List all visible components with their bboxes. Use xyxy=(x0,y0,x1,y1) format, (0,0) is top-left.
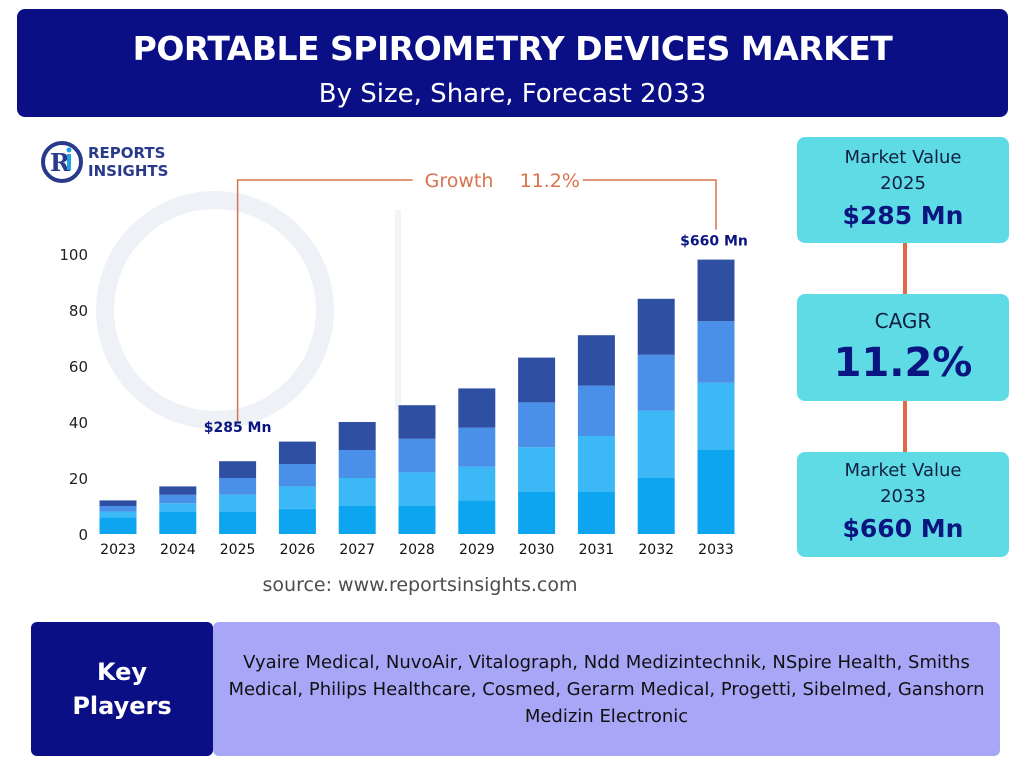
bar-segment xyxy=(697,259,735,322)
bar-segment xyxy=(398,405,436,439)
growth-label: Growth xyxy=(425,170,494,192)
card-connector xyxy=(903,401,907,452)
x-tick-label: 2026 xyxy=(280,542,316,558)
card-connector xyxy=(903,243,907,294)
bar-segment xyxy=(278,464,316,487)
svg-text:R: R xyxy=(50,148,71,177)
bar-segment xyxy=(518,447,556,492)
y-tick-label: 60 xyxy=(69,358,88,376)
bar-segment xyxy=(697,450,735,534)
end-value-label: $660 Mn xyxy=(680,234,748,250)
card-label: Market Value 2025 xyxy=(844,147,962,194)
logo-text-reports: REPORTS xyxy=(88,144,166,162)
bar-segment xyxy=(518,402,556,448)
key-players-title: Key Players xyxy=(72,658,172,720)
y-tick-label: 0 xyxy=(78,526,88,544)
x-tick-label: 2033 xyxy=(698,542,734,558)
key-players-text: Vyaire Medical, NuvoAir, Vitalograph, Nd… xyxy=(228,651,985,727)
bar-segment xyxy=(159,503,197,512)
x-tick-label: 2028 xyxy=(399,542,435,558)
market-bar-chart: 0 20 40 60 80 100 2023 2024 2025 2026 2027 2028 2029… xyxy=(59,170,748,558)
watermark-logo xyxy=(96,191,401,429)
x-tick-label: 2032 xyxy=(638,542,674,558)
bar-segment xyxy=(99,517,137,534)
bar-segment xyxy=(518,492,556,534)
bar-segment xyxy=(577,436,615,492)
bar-segment xyxy=(458,427,496,467)
reports-insights-logo: R REPORTS INSIGHTS xyxy=(40,140,180,186)
bar-segment xyxy=(458,466,496,501)
bar-segment xyxy=(278,508,316,534)
x-tick-label: 2025 xyxy=(220,542,256,558)
logo-text-insights: INSIGHTS xyxy=(88,162,169,180)
logo-icon: R xyxy=(41,141,83,183)
x-tick-label: 2027 xyxy=(339,542,375,558)
card-label: Market Value 2033 xyxy=(844,460,962,507)
bar-segment xyxy=(398,438,436,473)
bar-segment xyxy=(159,486,197,495)
y-tick-label: 20 xyxy=(69,470,88,488)
bar-segment xyxy=(99,506,137,512)
growth-bracket-left xyxy=(236,179,413,422)
bar-segment xyxy=(219,478,257,495)
x-tick-label: 2029 xyxy=(459,542,495,558)
bar-segment xyxy=(99,511,137,518)
bar-segment xyxy=(219,461,257,478)
bar-segment xyxy=(577,335,615,386)
x-tick-label: 2031 xyxy=(579,542,615,558)
card-cagr: CAGR 11.2% xyxy=(797,294,1009,401)
bar-segment xyxy=(338,422,376,450)
bar-segment xyxy=(278,441,316,464)
bar-segment xyxy=(99,500,137,506)
key-players-label: Key Players xyxy=(31,622,213,756)
source-note: source: www.reportsinsights.com xyxy=(262,574,578,596)
page-subtitle: By Size, Share, Forecast 2033 xyxy=(318,79,707,109)
card-value: $285 Mn xyxy=(842,201,964,230)
x-tick-label: 2024 xyxy=(160,542,196,558)
growth-value: 11.2% xyxy=(520,170,580,192)
bar-segment xyxy=(159,494,197,504)
y-tick-label: 40 xyxy=(69,414,88,432)
bar-segment xyxy=(398,506,436,534)
bar-segment xyxy=(338,450,376,478)
bar-segment xyxy=(637,478,675,534)
card-market-value-2033: Market Value 2033 $660 Mn xyxy=(797,452,1009,557)
card-market-value-2025: Market Value 2025 $285 Mn xyxy=(797,137,1009,243)
header-banner: PORTABLE SPIROMETRY DEVICES MARKET By Si… xyxy=(17,9,1008,117)
bar-segment xyxy=(637,354,675,411)
bar-segment xyxy=(338,506,376,534)
page-title: PORTABLE SPIROMETRY DEVICES MARKET xyxy=(132,29,893,68)
x-tick-label: 2023 xyxy=(100,542,136,558)
bar-segment xyxy=(219,511,257,534)
bar-segment xyxy=(398,472,436,506)
card-value: 11.2% xyxy=(833,340,973,386)
y-tick-label: 100 xyxy=(59,246,88,264)
bar-segment xyxy=(577,492,615,534)
bar-segment xyxy=(159,511,197,534)
y-tick-label: 80 xyxy=(69,302,88,320)
bar-segment xyxy=(458,388,496,428)
bar-segment xyxy=(219,494,257,512)
bar-segment xyxy=(338,478,376,506)
growth-bracket-right xyxy=(582,179,717,230)
card-value: $660 Mn xyxy=(842,514,964,543)
bar-segment xyxy=(518,357,556,403)
bar-segment xyxy=(637,410,675,478)
key-players-list: Vyaire Medical, NuvoAir, Vitalograph, Nd… xyxy=(213,622,1000,756)
bar-segment xyxy=(697,321,735,383)
x-tick-label: 2030 xyxy=(519,542,555,558)
bar-segment xyxy=(278,486,316,509)
bar-segment xyxy=(458,500,496,534)
bar-segment xyxy=(637,298,675,355)
bar-segment xyxy=(697,382,735,450)
start-value-label: $285 Mn xyxy=(204,420,272,436)
card-label: CAGR xyxy=(874,309,932,333)
bar-segment xyxy=(577,385,615,436)
